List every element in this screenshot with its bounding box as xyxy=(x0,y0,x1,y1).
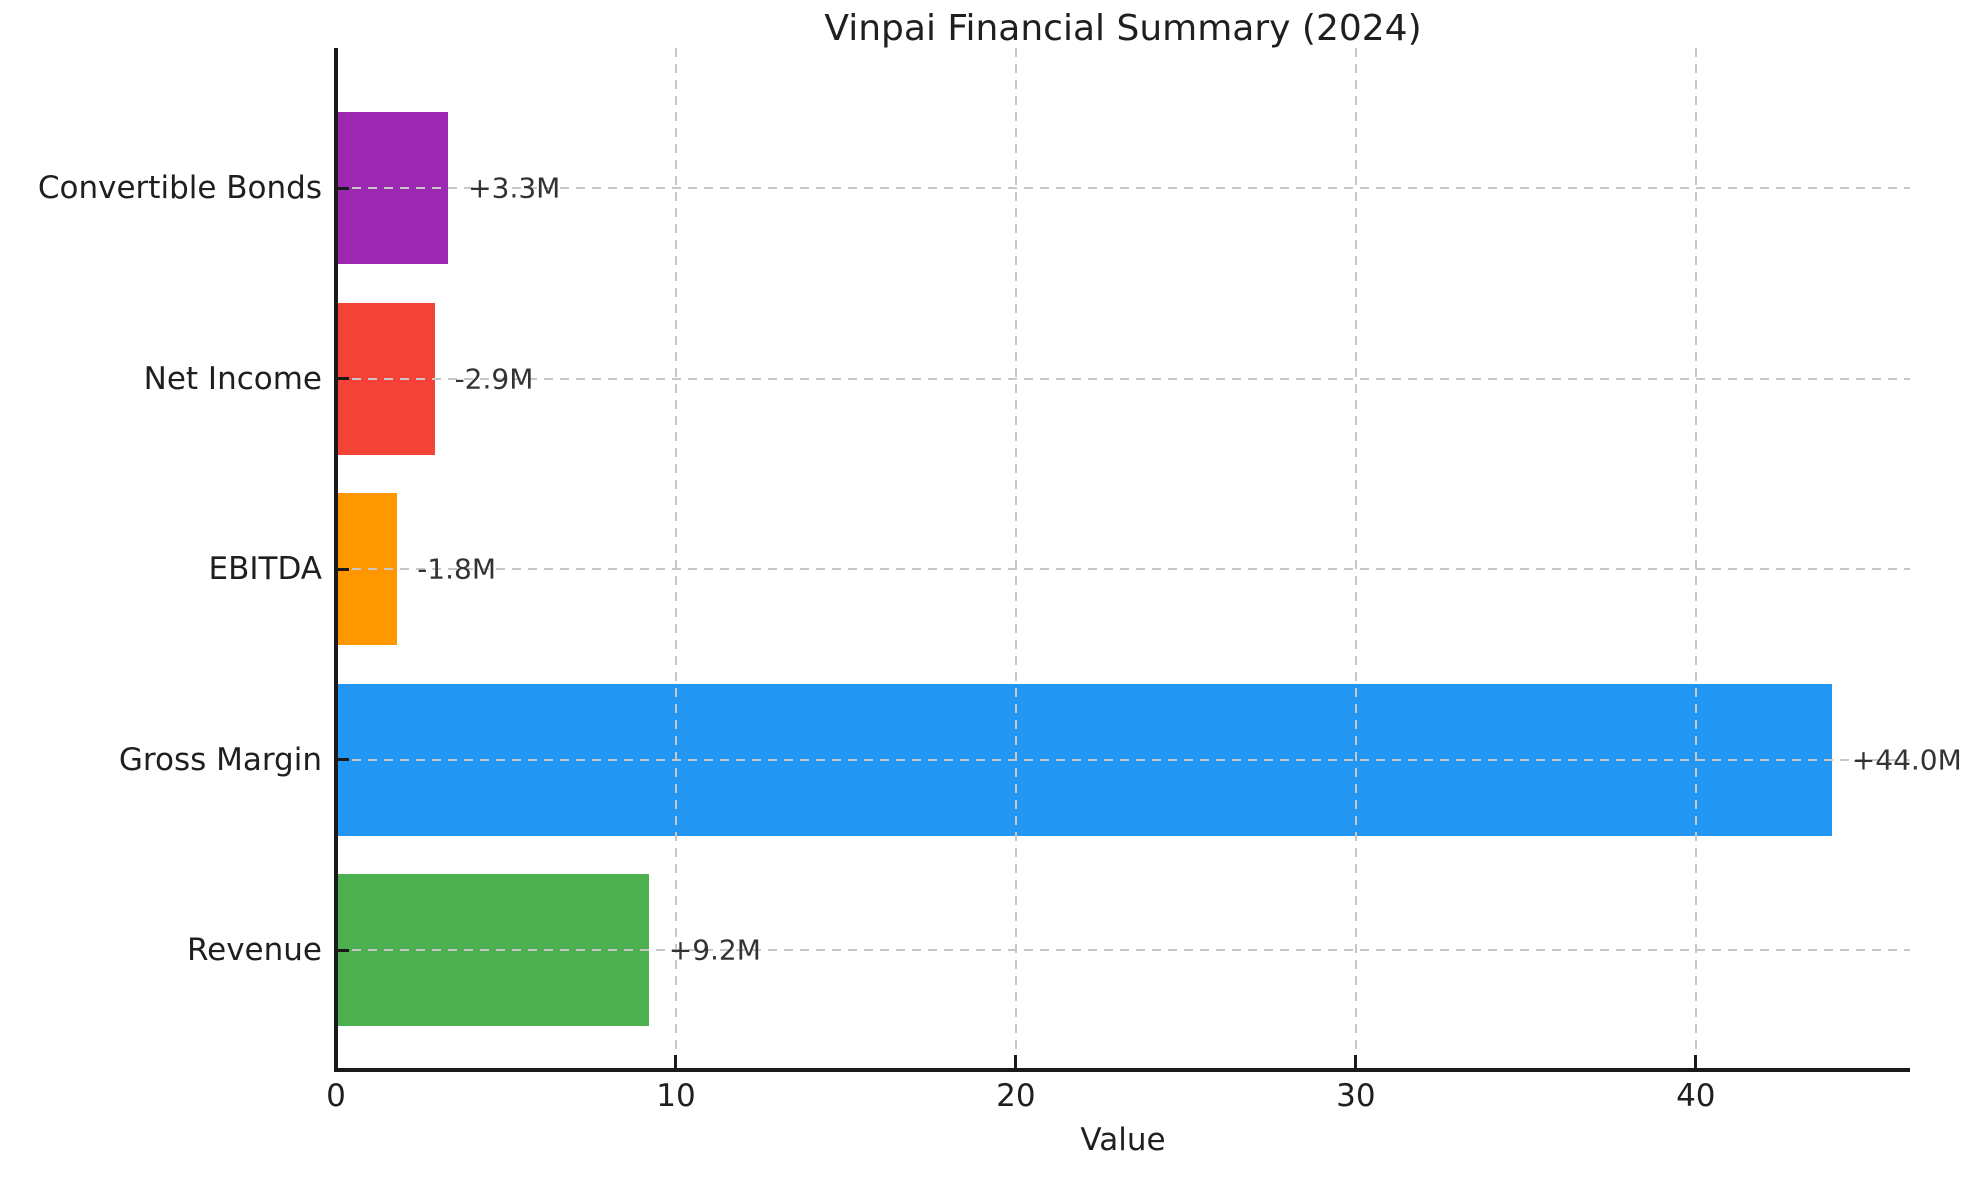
x-axis-label: Value xyxy=(1080,1122,1166,1158)
bar-value-label: +9.2M xyxy=(668,933,761,967)
x-tick-label: 20 xyxy=(996,1078,1036,1114)
y-gridline xyxy=(336,949,1910,951)
y-tick-label: Revenue xyxy=(186,932,322,968)
y-axis-spine xyxy=(334,48,338,1072)
x-gridline xyxy=(674,48,677,1068)
x-axis-spine xyxy=(334,1068,1910,1072)
y-tick-mark xyxy=(336,758,349,761)
y-tick-mark xyxy=(336,567,349,571)
x-tick-label: 10 xyxy=(656,1078,696,1114)
y-tick-label: Gross Margin xyxy=(118,741,322,778)
y-tick-mark xyxy=(336,186,349,190)
bar-value-label: +44.0M xyxy=(1851,743,1962,776)
y-tick-label: Net Income xyxy=(143,360,322,397)
x-gridline xyxy=(1014,48,1017,1068)
y-tick-label: EBITDA xyxy=(208,551,322,587)
x-tick-label: 30 xyxy=(1336,1078,1376,1114)
x-tick-mark xyxy=(1694,1055,1698,1068)
bar-value-label: +3.3M xyxy=(468,171,561,205)
x-gridline xyxy=(1694,48,1697,1068)
chart-title: Vinpai Financial Summary (2024) xyxy=(824,8,1422,49)
y-gridline xyxy=(336,377,1910,380)
y-gridline xyxy=(336,568,1910,570)
x-gridline xyxy=(1354,48,1357,1068)
x-tick-mark xyxy=(1014,1055,1018,1068)
bar-value-label: -1.8M xyxy=(417,552,496,586)
x-tick-label: 40 xyxy=(1676,1078,1716,1114)
y-tick-label: Convertible Bonds xyxy=(37,170,322,206)
bar-value-label: -2.9M xyxy=(454,362,534,395)
x-tick-mark xyxy=(674,1055,678,1068)
y-tick-mark xyxy=(336,377,349,380)
x-tick-mark xyxy=(1354,1055,1358,1068)
x-tick-label: 0 xyxy=(326,1078,346,1114)
y-gridline xyxy=(336,187,1910,189)
y-gridline xyxy=(336,758,1910,761)
y-tick-mark xyxy=(336,948,349,952)
